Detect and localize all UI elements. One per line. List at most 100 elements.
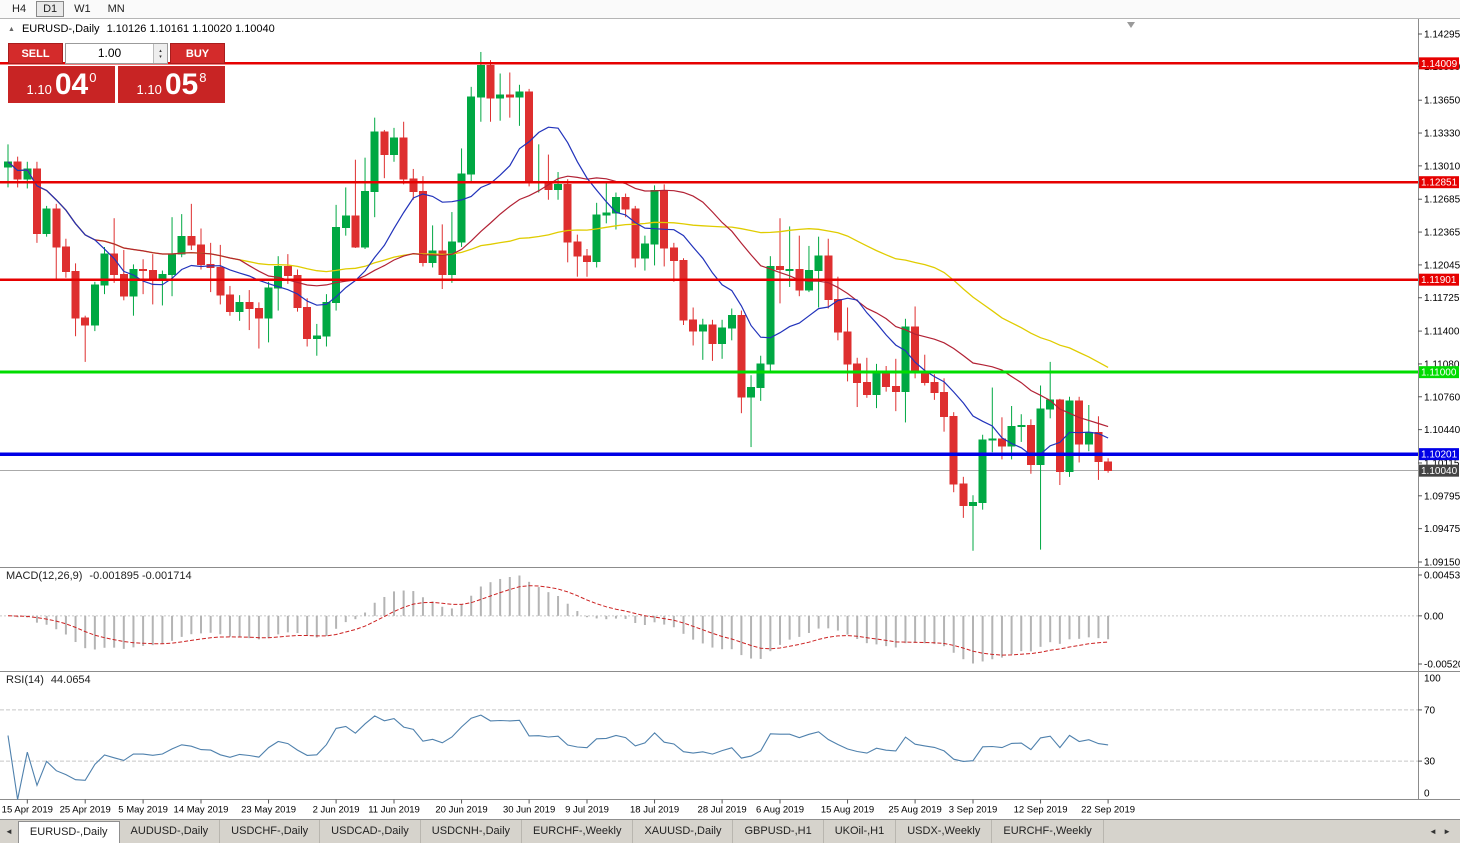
sell-price-big: 04: [54, 68, 89, 101]
chart-tab-ukoil-h1[interactable]: UKOil-,H1: [824, 820, 897, 843]
chart-tab-gbpusd-h1[interactable]: GBPUSD-,H1: [733, 820, 824, 843]
svg-text:1.12685: 1.12685: [1424, 195, 1460, 206]
tab-scroll-left-icon[interactable]: ◄: [5, 827, 13, 836]
price-chart-canvas[interactable]: 1.142951.139801.136501.133301.130101.126…: [0, 19, 1460, 819]
chart-tab-eurchf-weekly[interactable]: EURCHF-,Weekly: [992, 820, 1104, 843]
chart-symbol-period: EURUSD-,Daily: [21, 23, 100, 35]
spinner-down-icon[interactable]: ▾: [159, 53, 162, 60]
svg-text:-0.005205: -0.005205: [1424, 660, 1460, 671]
svg-text:2 Jun 2019: 2 Jun 2019: [313, 805, 360, 816]
buy-button[interactable]: BUY: [170, 43, 225, 64]
chart-tab-usdchf-daily[interactable]: USDCHF-,Daily: [220, 820, 321, 843]
svg-text:1.12365: 1.12365: [1424, 228, 1460, 239]
svg-text:1.09795: 1.09795: [1424, 491, 1460, 502]
svg-text:1.10760: 1.10760: [1424, 392, 1460, 403]
svg-text:1.09150: 1.09150: [1424, 558, 1460, 569]
panel-separators: [0, 19, 1460, 800]
svg-text:3 Sep 2019: 3 Sep 2019: [949, 805, 998, 816]
buy-price-base: 1.10: [136, 82, 162, 97]
rsi-name: RSI(14): [6, 674, 44, 686]
svg-text:1.13010: 1.13010: [1424, 161, 1460, 172]
chart-tab-eurusd-daily[interactable]: EURUSD-,Daily: [17, 821, 120, 843]
timeframe-toolbar: H4 D1 W1 MN: [0, 0, 1460, 19]
macd-indicator-label: MACD(12,26,9) -0.001895 -0.001714: [6, 570, 192, 582]
svg-text:12 Sep 2019: 12 Sep 2019: [1014, 805, 1068, 816]
timeframe-button-mn[interactable]: MN: [101, 1, 132, 17]
volume-spinner[interactable]: ▴ ▾: [153, 44, 167, 63]
svg-text:1.13330: 1.13330: [1424, 129, 1460, 140]
svg-text:9 Jul 2019: 9 Jul 2019: [565, 805, 609, 816]
sell-price-base: 1.10: [26, 82, 52, 97]
macd-panel: 0.004536 0.00 -0.005205: [0, 571, 1460, 671]
svg-text:100: 100: [1424, 674, 1441, 685]
buy-price-display[interactable]: 1.10 05 8: [118, 66, 225, 103]
chart-tab-usdcad-daily[interactable]: USDCAD-,Daily: [320, 820, 421, 843]
chart-tabbar: ◄ EURUSD-,Daily AUDUSD-,Daily USDCHF-,Dail…: [0, 819, 1460, 843]
svg-text:1.10201: 1.10201: [1421, 450, 1458, 461]
price-tag-1.10201: [1419, 448, 1459, 461]
volume-value[interactable]: 1.00: [97, 46, 122, 60]
chart-window: 1.142951.139801.136501.133301.130101.126…: [0, 19, 1460, 819]
macd-values: -0.001895 -0.001714: [89, 570, 192, 582]
svg-text:1.12045: 1.12045: [1424, 260, 1460, 271]
svg-text:15 Aug 2019: 15 Aug 2019: [821, 805, 874, 816]
price-tag-1.11901: [1419, 273, 1459, 286]
svg-text:1.11000: 1.11000: [1421, 368, 1457, 379]
moving-averages: [7, 126, 1109, 456]
svg-text:1.10115: 1.10115: [1424, 458, 1460, 469]
sell-price-pip: 0: [89, 70, 97, 85]
chart-tabs: EURUSD-,Daily AUDUSD-,Daily USDCHF-,Daily U…: [17, 820, 1104, 843]
svg-text:6 Aug 2019: 6 Aug 2019: [756, 805, 804, 816]
svg-text:28 Jul 2019: 28 Jul 2019: [698, 805, 747, 816]
chart-ohlc-values: 1.10126 1.10161 1.10020 1.10040: [106, 23, 275, 35]
svg-text:14 May 2019: 14 May 2019: [174, 805, 229, 816]
svg-text:18 Jul 2019: 18 Jul 2019: [630, 805, 679, 816]
price-tag-1.14009: [1419, 57, 1459, 70]
rsi-value: 44.0654: [50, 674, 91, 686]
price-scale: 1.142951.139801.136501.133301.130101.126…: [1418, 30, 1460, 569]
one-click-collapse-icon[interactable]: ▲: [8, 25, 15, 33]
chart-shift-marker-icon[interactable]: [1127, 22, 1135, 28]
svg-text:23 May 2019: 23 May 2019: [241, 805, 296, 816]
svg-text:1.11725: 1.11725: [1424, 293, 1460, 304]
price-tags: 1.14009 1.12851 1.11901 1.11000 1.10201 1.100…: [1419, 57, 1459, 477]
buy-price-big: 05: [164, 68, 199, 101]
svg-text:5 May 2019: 5 May 2019: [118, 805, 168, 816]
rsi-panel: 100 70 30 0: [0, 674, 1441, 800]
chart-tab-xauusd-daily[interactable]: XAUUSD-,Daily: [633, 820, 734, 843]
one-click-trading-panel: SELL 1.00 ▴ ▾ BUY 1.10 04 0 1.10 05 8: [8, 43, 225, 103]
svg-text:20 Jun 2019: 20 Jun 2019: [435, 805, 487, 816]
svg-text:25 Aug 2019: 25 Aug 2019: [888, 805, 941, 816]
svg-text:25 Apr 2019: 25 Apr 2019: [60, 805, 111, 816]
rsi-indicator-label: RSI(14) 44.0654: [6, 674, 91, 686]
svg-text:1.10440: 1.10440: [1424, 425, 1460, 436]
svg-text:1.10040: 1.10040: [1421, 466, 1458, 477]
price-tag-1.11000: [1419, 366, 1459, 379]
chart-tab-eurchf-weekly[interactable]: EURCHF-,Weekly: [522, 820, 634, 843]
volume-stepper[interactable]: 1.00 ▴ ▾: [65, 43, 168, 64]
chart-tab-usdcnh-daily[interactable]: USDCNH-,Daily: [421, 820, 523, 843]
svg-text:0.004536: 0.004536: [1424, 571, 1460, 582]
timeframe-button-d1[interactable]: D1: [36, 1, 65, 17]
svg-text:30 Jun 2019: 30 Jun 2019: [503, 805, 555, 816]
svg-text:15 Apr 2019: 15 Apr 2019: [2, 805, 53, 816]
svg-text:1.14009: 1.14009: [1421, 59, 1458, 70]
tab-scroll-right-icon[interactable]: ◄ ►: [1428, 827, 1453, 836]
spinner-up-icon[interactable]: ▴: [159, 47, 162, 54]
time-axis: 15 Apr 2019 25 Apr 2019 5 May 2019 14 May 2…: [2, 799, 1135, 816]
buy-price-pip: 8: [199, 70, 207, 85]
sell-price-display[interactable]: 1.10 04 0: [8, 66, 115, 103]
svg-text:1.09475: 1.09475: [1424, 524, 1460, 535]
svg-text:70: 70: [1424, 705, 1436, 716]
sell-button[interactable]: SELL: [8, 43, 63, 64]
svg-text:30: 30: [1424, 757, 1436, 768]
svg-text:11 Jun 2019: 11 Jun 2019: [368, 805, 420, 816]
timeframe-button-w1[interactable]: W1: [67, 1, 98, 17]
chart-tab-usdx-weekly[interactable]: USDX-,Weekly: [896, 820, 993, 843]
svg-text:22 Sep 2019: 22 Sep 2019: [1081, 805, 1135, 816]
svg-text:1.11400: 1.11400: [1424, 327, 1460, 338]
timeframe-button-h4[interactable]: H4: [5, 1, 33, 17]
svg-text:1.12851: 1.12851: [1421, 178, 1458, 189]
chart-tab-audusd-daily[interactable]: AUDUSD-,Daily: [120, 820, 221, 843]
svg-text:1.11901: 1.11901: [1421, 275, 1457, 286]
